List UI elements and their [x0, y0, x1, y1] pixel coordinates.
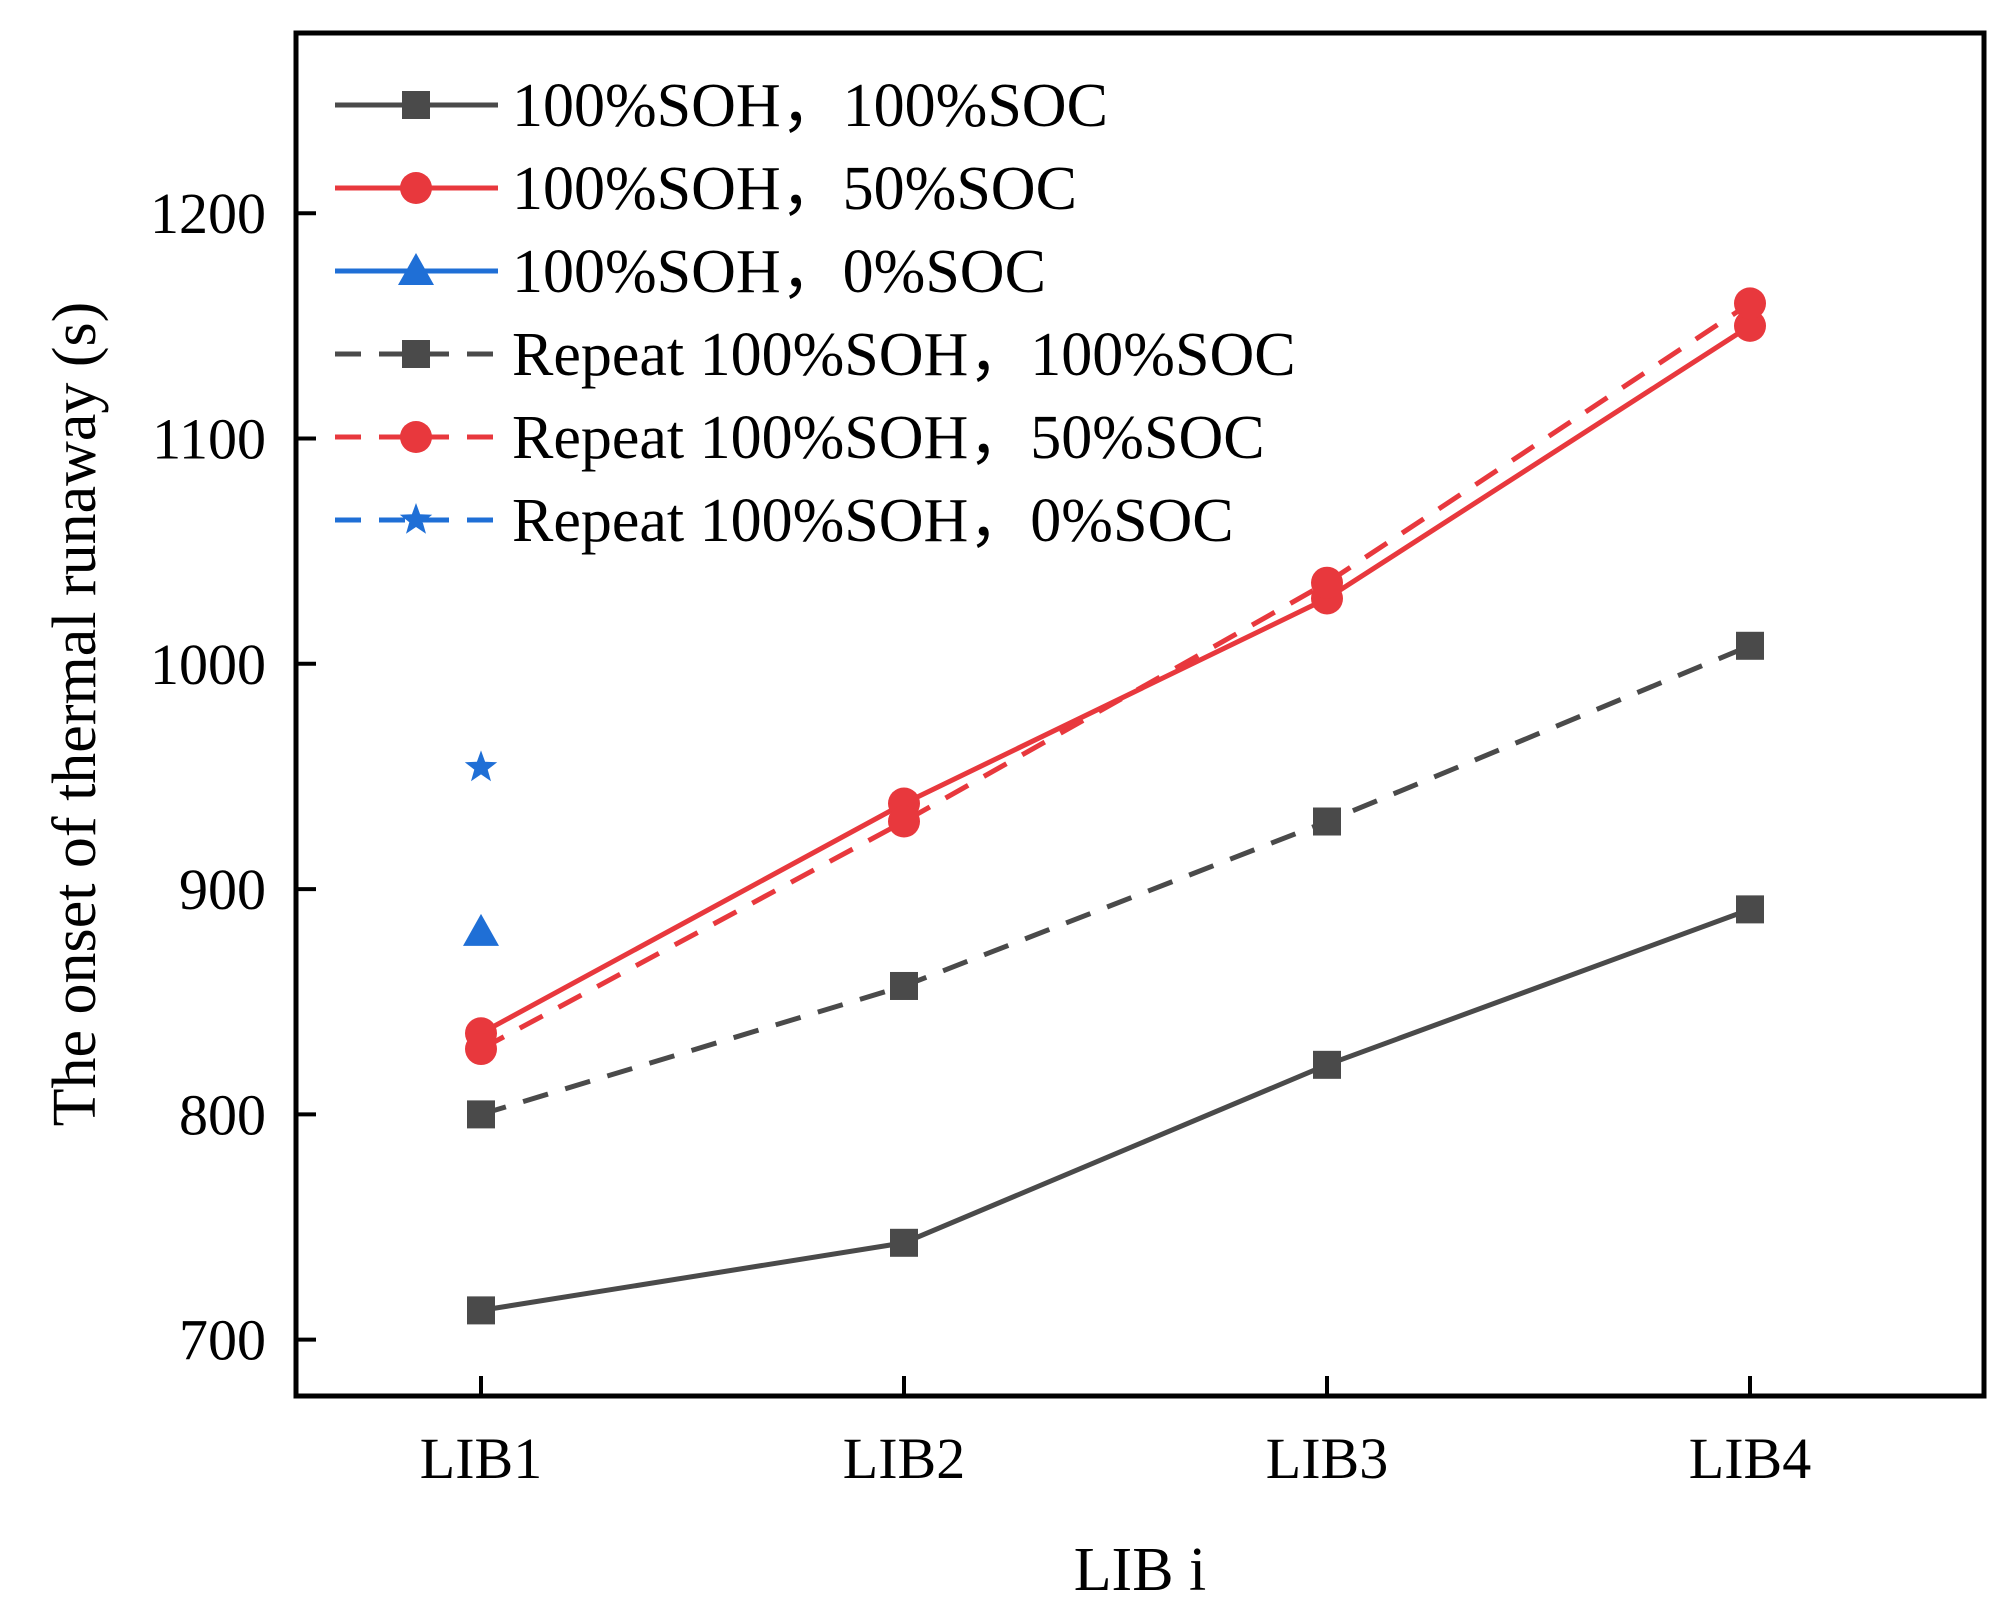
x-tick-label-LIB3: LIB3 — [1266, 1426, 1388, 1491]
legend-label-1: 100%SOH，100%SOC — [512, 72, 1108, 140]
data-point-s1-LIB4 — [1736, 895, 1764, 924]
legend-label-4: Repeat 100%SOH，100%SOC — [512, 321, 1296, 389]
data-point-s4-LIB2 — [890, 971, 918, 1000]
y-axis-title: The onset of thermal runaway (s) — [41, 302, 109, 1127]
legend-item-3: 100%SOH，0%SOC — [335, 238, 1046, 306]
legend-item-6: Repeat 100%SOH，0%SOC — [335, 487, 1234, 555]
legend-label-3: 100%SOH，0%SOC — [512, 238, 1046, 306]
legend-item-4: Repeat 100%SOH，100%SOC — [335, 321, 1296, 389]
series-layer — [463, 287, 1766, 1325]
series-5 — [465, 287, 1766, 1066]
legend-label-5: Repeat 100%SOH，50%SOC — [512, 404, 1265, 472]
data-point-s2-LIB4 — [1734, 309, 1766, 342]
legend-marker-4 — [402, 340, 430, 368]
x-axis: LIB1 LIB2 LIB3 LIB4 — [420, 1376, 1811, 1491]
series-4 — [467, 631, 1764, 1129]
y-tick-label-900: 900 — [179, 857, 266, 922]
legend-item-1: 100%SOH，100%SOC — [335, 72, 1108, 140]
y-tick-label-1000: 1000 — [150, 632, 266, 697]
x-tick-label-LIB2: LIB2 — [843, 1426, 965, 1491]
legend-marker-1 — [402, 91, 430, 119]
series-3 — [463, 913, 499, 946]
data-point-s3-LIB1 — [463, 913, 499, 946]
data-point-s5-LIB1 — [465, 1033, 497, 1066]
legend-marker-3 — [398, 253, 434, 285]
y-axis: 700 800 900 1000 1100 1200 — [150, 181, 316, 1373]
data-point-s1-LIB2 — [890, 1228, 918, 1257]
data-point-s4-LIB4 — [1736, 631, 1764, 660]
legend-marker-5 — [400, 421, 432, 453]
legend-item-5: Repeat 100%SOH，50%SOC — [335, 404, 1265, 472]
series-line-1 — [480, 907, 1751, 1313]
data-point-s6-LIB1 — [464, 750, 498, 782]
y-tick-label-1100: 1100 — [152, 407, 266, 472]
legend-marker-6 — [399, 503, 433, 534]
data-point-s4-LIB3 — [1313, 807, 1341, 836]
data-point-s5-LIB2 — [888, 805, 920, 838]
series-1 — [467, 895, 1764, 1325]
x-axis-title: LIB i — [1074, 1536, 1207, 1604]
y-tick-label-700: 700 — [179, 1308, 266, 1373]
series-line-4 — [480, 643, 1751, 1117]
legend-marker-2 — [400, 172, 432, 204]
data-point-s5-LIB4 — [1734, 287, 1766, 320]
x-tick-label-LIB4: LIB4 — [1689, 1426, 1811, 1491]
data-point-s1-LIB3 — [1313, 1050, 1341, 1079]
x-tick-label-LIB1: LIB1 — [420, 1426, 542, 1491]
legend: 100%SOH，100%SOC 100%SOH，50%SOC 100%SOH，0%S… — [335, 72, 1296, 555]
data-point-s4-LIB1 — [467, 1100, 495, 1129]
y-tick-label-800: 800 — [179, 1082, 266, 1147]
data-point-s5-LIB3 — [1311, 566, 1343, 599]
data-point-s1-LIB1 — [467, 1296, 495, 1325]
legend-label-6: Repeat 100%SOH，0%SOC — [512, 487, 1234, 555]
legend-label-2: 100%SOH，50%SOC — [512, 155, 1077, 223]
legend-item-2: 100%SOH，50%SOC — [335, 155, 1077, 223]
series-6 — [464, 750, 498, 782]
series-line-5 — [479, 301, 1752, 1052]
y-tick-label-1200: 1200 — [150, 181, 266, 246]
plot-frame — [293, 30, 1987, 1399]
